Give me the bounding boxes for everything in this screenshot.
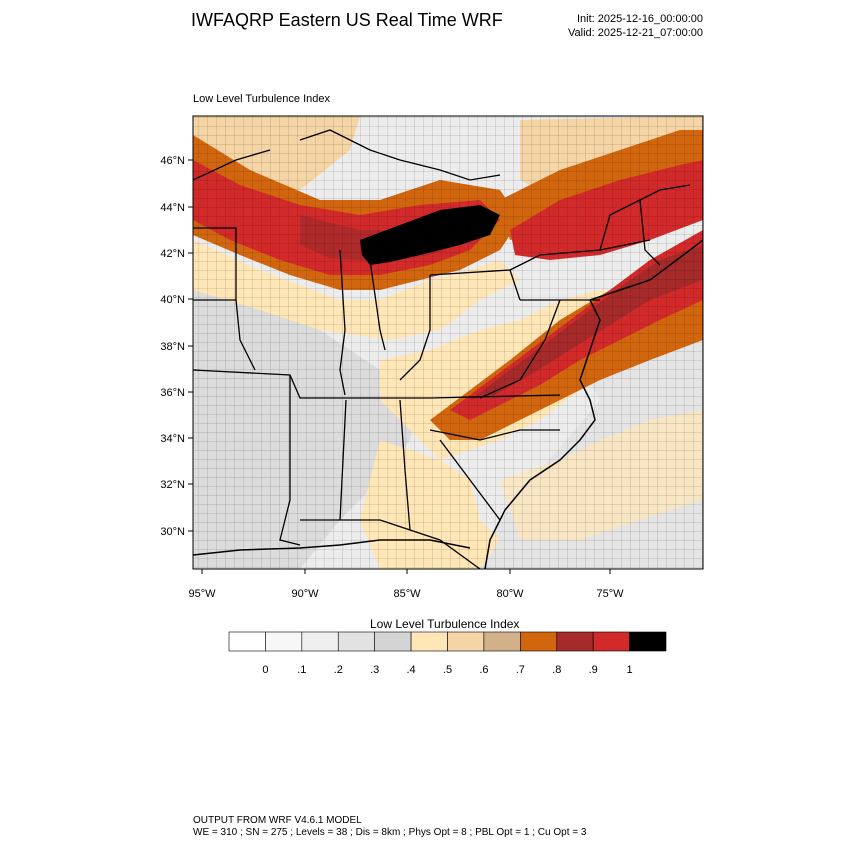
- lat-label: 40°N: [160, 294, 185, 306]
- lon-label: 90°W: [291, 588, 319, 600]
- lat-label: 42°N: [160, 248, 185, 260]
- colorbar-label: .6: [479, 664, 488, 676]
- model-info-line1: OUTPUT FROM WRF V4.6.1 MODEL: [193, 815, 362, 826]
- colorbar-swatch: [374, 631, 412, 652]
- lat-label: 36°N: [160, 387, 185, 399]
- lat-label: 38°N: [160, 341, 185, 353]
- model-info-line2: WE = 310 ; SN = 275 ; Levels = 38 ; Dis …: [193, 827, 587, 838]
- colorbar-label: .4: [406, 664, 415, 676]
- colorbar-swatch: [265, 631, 303, 652]
- colorbar-swatch: [520, 631, 558, 652]
- lat-tick-labels: 46°N 44°N 42°N 40°N 38°N 36°N 34°N 32°N 30°N: [160, 155, 193, 538]
- colorbar-swatch: [447, 631, 485, 652]
- colorbar-title: Low Level Turbulence Index: [370, 617, 520, 631]
- lat-label: 34°N: [160, 433, 185, 445]
- lon-label: 85°W: [393, 588, 421, 600]
- plot-title: IWFAQRP Eastern US Real Time WRF: [191, 10, 503, 30]
- colorbar-label: .1: [297, 664, 306, 676]
- colorbar-swatch: [410, 631, 448, 652]
- colorbar-swatch: [629, 631, 667, 652]
- colorbar-swatch: [592, 631, 630, 652]
- map-field: [193, 116, 703, 569]
- lon-label: 75°W: [596, 588, 624, 600]
- lat-label: 44°N: [160, 202, 185, 214]
- lon-tick-labels: 95°W 90°W 85°W 80°W 75°W: [188, 569, 624, 600]
- colorbar-label: .7: [516, 664, 525, 676]
- colorbar-swatch: [556, 631, 594, 652]
- colorbar-label: .3: [370, 664, 379, 676]
- colorbar-swatch: [337, 631, 375, 652]
- valid-time: Valid: 2025-12-21_07:00:00: [568, 27, 703, 39]
- coastlines: [193, 239, 703, 569]
- colorbar-label: 0: [262, 664, 268, 676]
- state-boundaries: [193, 129, 691, 569]
- field-label: Low Level Turbulence Index: [193, 93, 330, 105]
- colorbar-label: 1: [627, 664, 633, 676]
- colorbar-swatch: [483, 631, 521, 652]
- map-frame: [192, 115, 704, 570]
- lat-label: 32°N: [160, 479, 185, 491]
- county-lines: [193, 116, 703, 569]
- colorbar-swatch: [301, 631, 339, 652]
- colorbar-swatch: [228, 631, 266, 652]
- colorbar-label: .9: [589, 664, 598, 676]
- lon-label: 80°W: [496, 588, 524, 600]
- colorbar-label: .2: [334, 664, 343, 676]
- colorbar: 0 .1 .2 .3 .4 .5 .6 .7 .8 .9 1: [228, 631, 667, 676]
- init-time: Init: 2025-12-16_00:00:00: [577, 13, 703, 25]
- colorbar-label: .8: [552, 664, 561, 676]
- lat-label: 46°N: [160, 155, 185, 167]
- lat-label: 30°N: [160, 526, 185, 538]
- lon-label: 95°W: [188, 588, 216, 600]
- colorbar-label: .5: [443, 664, 452, 676]
